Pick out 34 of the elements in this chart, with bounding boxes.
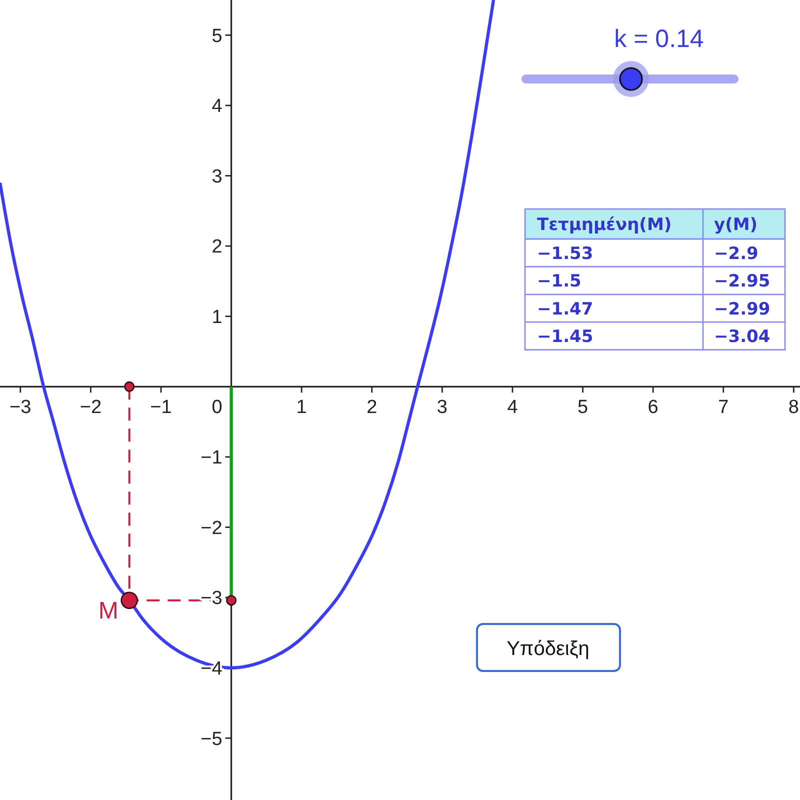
x-tick-label: −3 bbox=[10, 397, 32, 418]
annotation: −1.45 bbox=[537, 327, 594, 348]
annotation: −1.47 bbox=[537, 299, 594, 320]
y-tick-label: 5 bbox=[212, 26, 222, 47]
y-tick-label: 1 bbox=[212, 306, 222, 328]
y-tick-label: 3 bbox=[212, 166, 222, 188]
y-tick-label: −5 bbox=[200, 728, 222, 750]
x-tick-label: 3 bbox=[436, 397, 448, 418]
x-tick-label: 5 bbox=[577, 397, 588, 418]
annotation: k = 0.14 bbox=[614, 25, 704, 53]
x-tick-label: 8 bbox=[788, 397, 799, 418]
annotation: −3.04 bbox=[714, 327, 770, 348]
annotation: −2.9 bbox=[714, 244, 758, 264]
annotation: Τετμημένη(M) bbox=[537, 215, 672, 236]
y-tick-label: −1 bbox=[200, 448, 222, 469]
annotation: y(M) bbox=[714, 215, 758, 236]
annotation: −2.99 bbox=[714, 299, 770, 320]
y-tick-label: 2 bbox=[212, 236, 222, 258]
annotation: Υπόδειξη bbox=[506, 638, 590, 660]
x-tick-label: 6 bbox=[648, 397, 658, 418]
x-tick-label: 7 bbox=[718, 397, 729, 418]
x-tick-label: −2 bbox=[80, 397, 102, 418]
x-tick-label: 1 bbox=[296, 397, 307, 418]
x-tick-label: 0 bbox=[212, 397, 222, 418]
x-tick-label: 4 bbox=[507, 397, 518, 418]
y-tick-label: 4 bbox=[212, 96, 223, 118]
x-tick-label: −1 bbox=[150, 397, 172, 418]
annotation: −1.5 bbox=[537, 272, 582, 292]
annotation: −2.95 bbox=[714, 272, 770, 292]
y-tick-label: −2 bbox=[200, 518, 222, 539]
x-tick-label: 2 bbox=[366, 397, 378, 418]
annotation: −1.53 bbox=[537, 244, 594, 264]
button: Υπόδειξη bbox=[476, 623, 621, 672]
series-label: M bbox=[98, 597, 118, 624]
